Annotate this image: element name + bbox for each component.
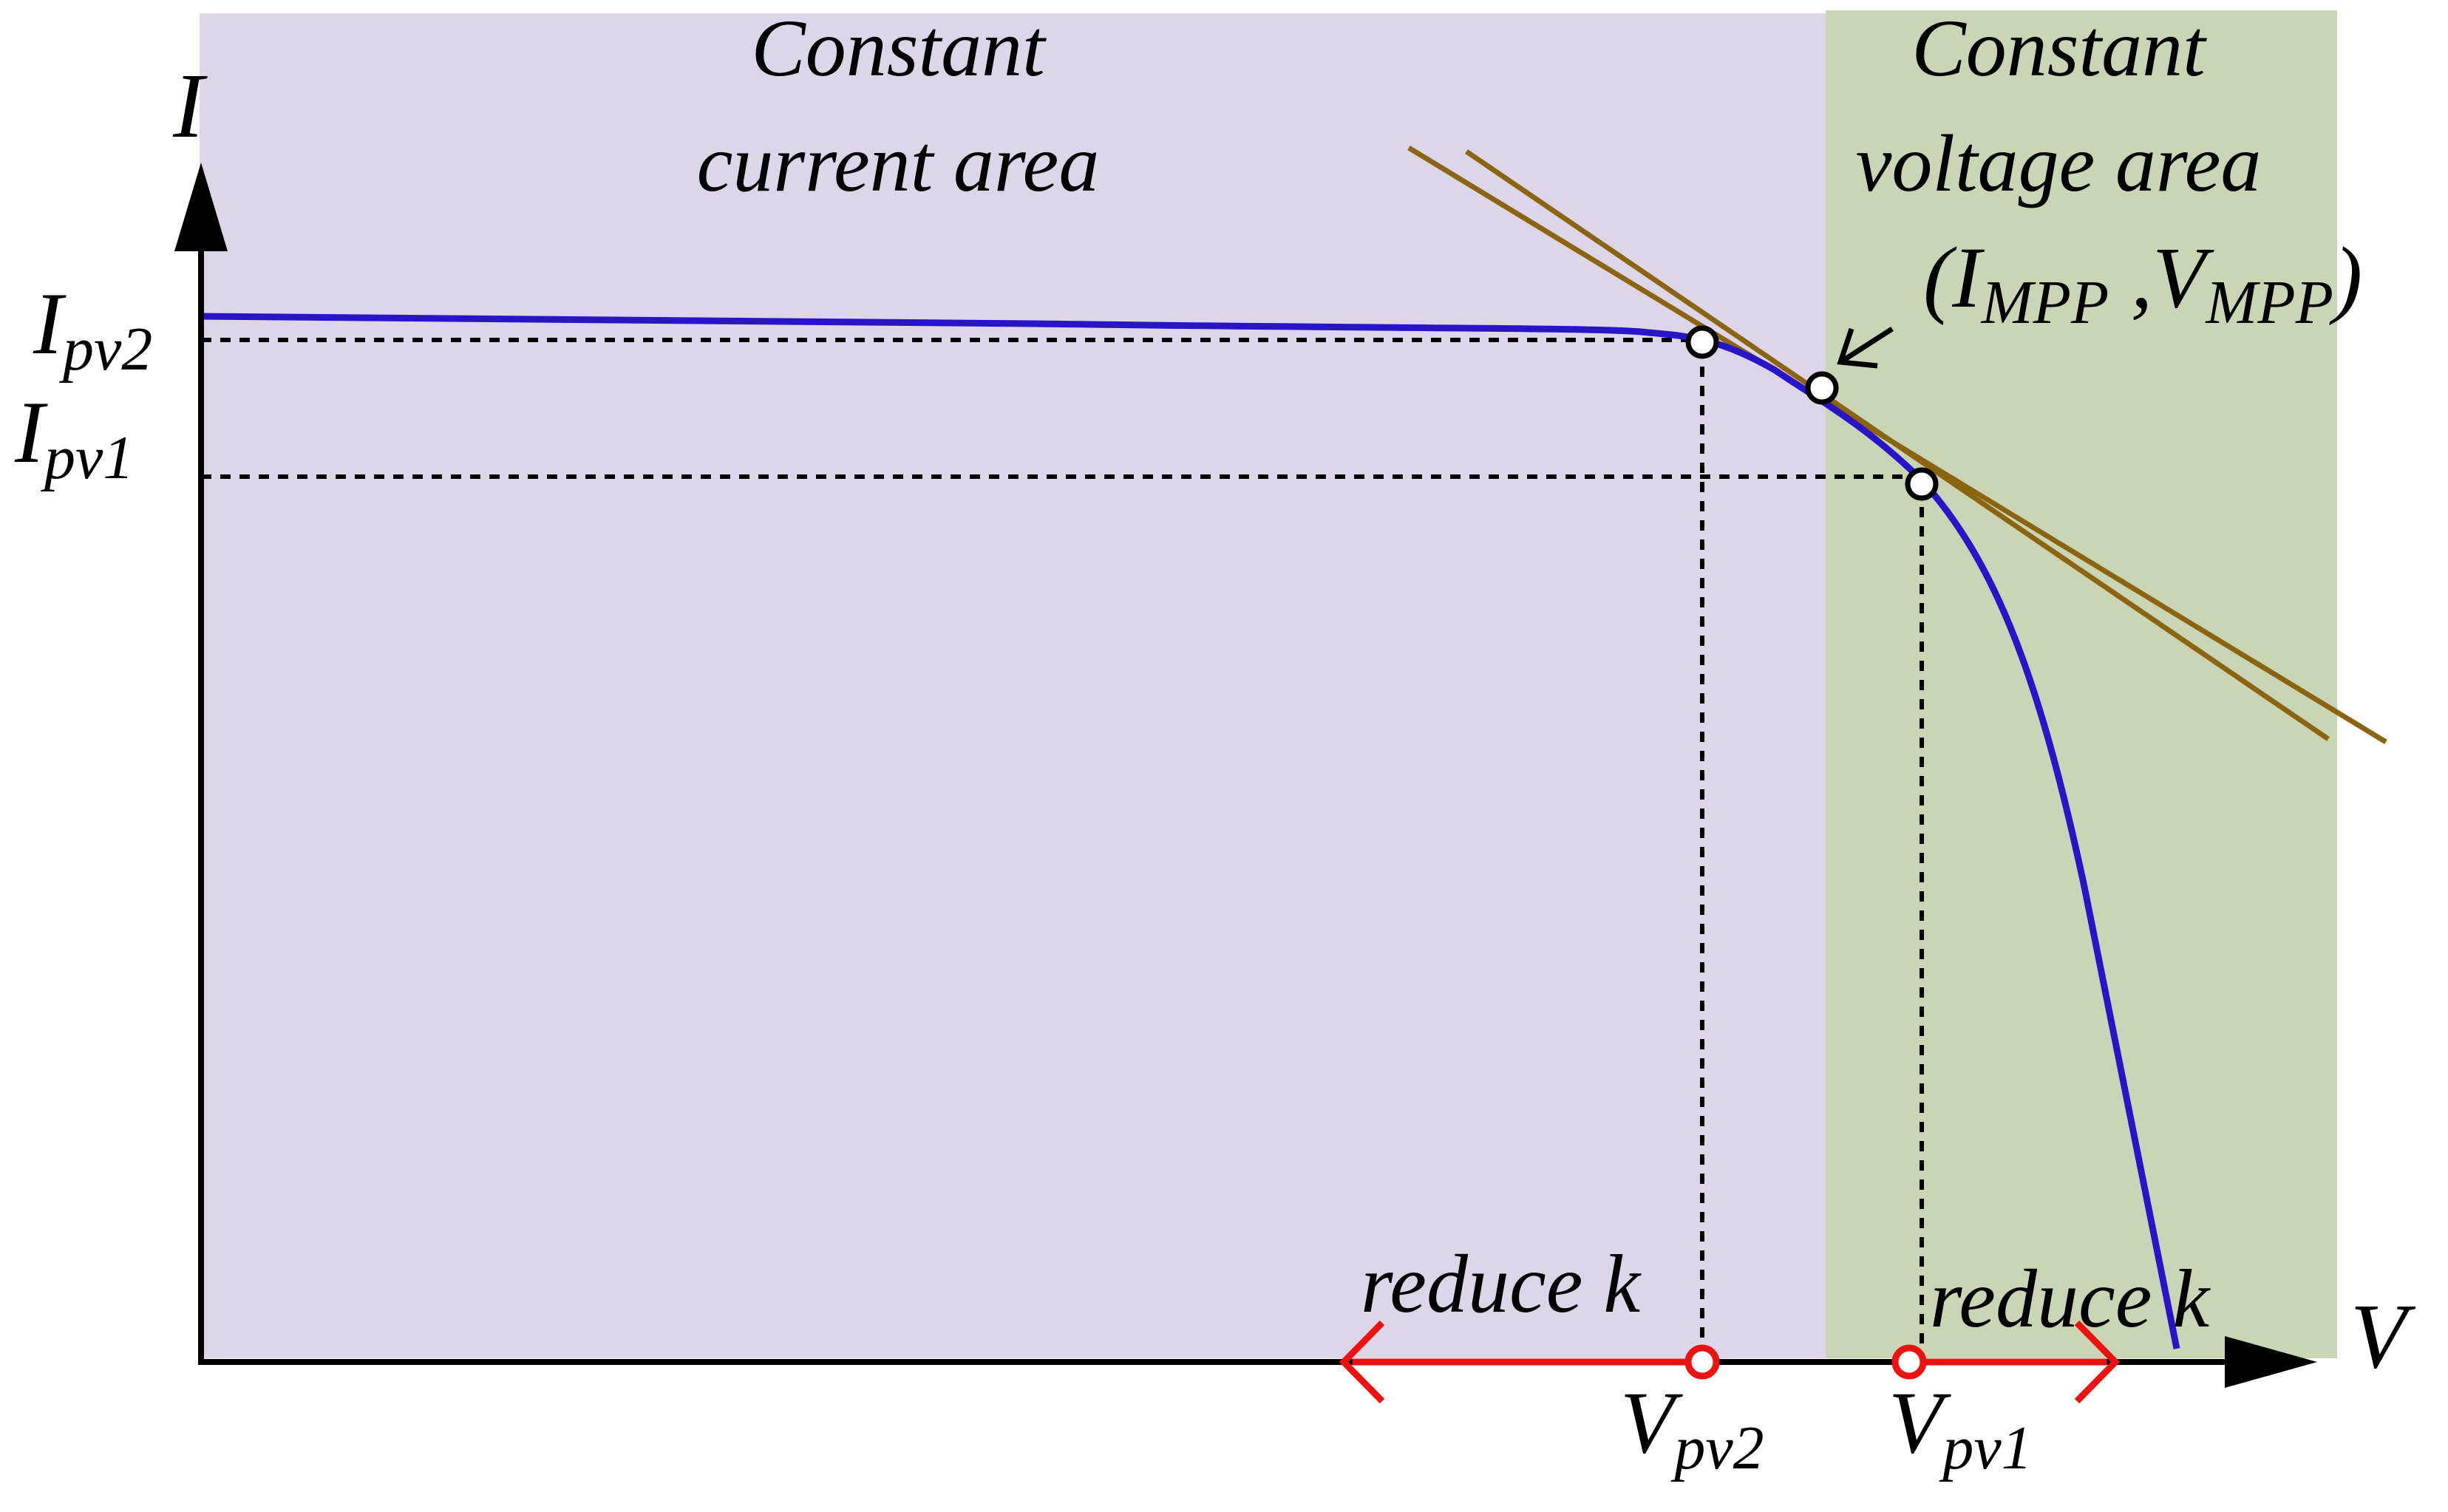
v-pv1-main: V <box>1888 1373 1951 1471</box>
operating-point-2 <box>1685 325 1719 359</box>
reduce-k-left-label: reduce k <box>1361 1239 1642 1330</box>
constant-current-region <box>200 13 1826 1358</box>
iv-curve <box>200 313 2180 1349</box>
v-pv1-label: Vpv1 <box>1888 1373 2033 1482</box>
cv-region-title-line2: voltage area <box>1856 118 2262 208</box>
guide-lines <box>201 338 1924 1345</box>
v-pv2-sub: pv2 <box>1670 1414 1764 1482</box>
x-axis-label: V <box>2350 1286 2416 1388</box>
v-pv2-label: Vpv2 <box>1620 1373 1764 1482</box>
mpp-open-paren: ( <box>1923 229 1957 326</box>
i-pv2-sub: pv2 <box>59 315 152 384</box>
cv-region-title-line1: Constant <box>1911 3 2207 93</box>
y-axis-arrowhead <box>174 163 228 251</box>
reduce-k-right-arrow <box>1922 1320 2121 1404</box>
i-pv2-label: Ipv2 <box>33 274 152 384</box>
reduce-k-right-label: reduce k <box>1930 1253 2211 1345</box>
mpp-close-paren: ) <box>2329 229 2362 326</box>
y-axis-label: I <box>172 55 208 157</box>
mpp-point <box>1805 371 1839 405</box>
v-pv2-marker <box>1684 1344 1720 1380</box>
mpp-separator: , <box>2109 229 2152 326</box>
mpp-i-main: I <box>1951 229 1985 326</box>
x-axis-arrowhead <box>2225 1336 2317 1388</box>
cc-region-title-line1: Constant <box>751 3 1047 93</box>
i-pv2-main: I <box>33 274 67 372</box>
cc-region-title-line2: current area <box>697 118 1100 208</box>
reduce-k-left-arrow <box>1339 1320 1693 1404</box>
mpp-i-sub: MPP <box>1981 268 2109 337</box>
v-pv1-marker <box>1891 1344 1927 1380</box>
operating-point-1 <box>1905 467 1939 501</box>
load-line-lower <box>1465 149 2330 741</box>
i-pv1-sub: pv1 <box>41 423 134 492</box>
i-pv1-label: Ipv1 <box>14 383 134 492</box>
v-pv2-main: V <box>1620 1373 1683 1471</box>
i-pv1-main: I <box>14 383 48 481</box>
mpp-pointer-arrow <box>1837 327 1894 369</box>
v-pv1-sub: pv1 <box>1939 1414 2032 1482</box>
constant-voltage-region <box>1826 10 2337 1358</box>
mpp-v-sub: MPP <box>2205 268 2333 337</box>
mpp-v-main: V <box>2152 229 2214 326</box>
mpp-label: (IMPP ,VMPP) <box>1923 229 2362 337</box>
